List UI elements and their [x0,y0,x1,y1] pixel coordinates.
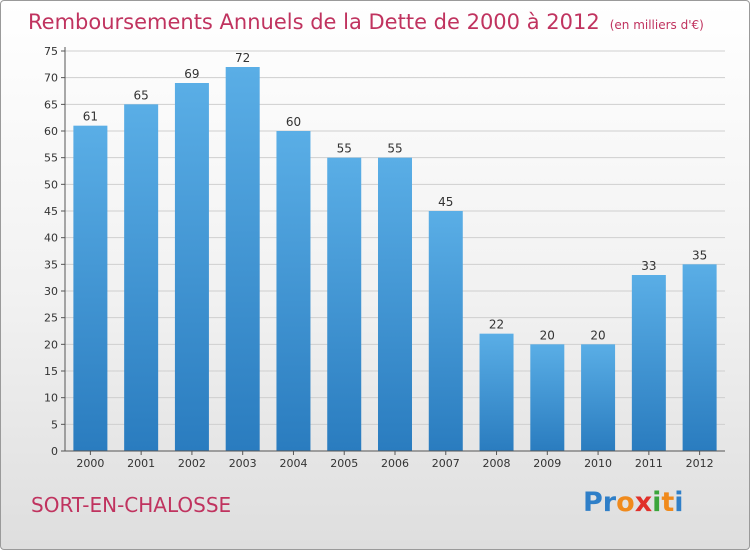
data-label-2008: 22 [489,318,504,332]
data-label-2012: 35 [692,248,707,262]
y-tick-label: 15 [44,365,58,378]
x-tick-label: 2005 [330,457,358,470]
bar-2007 [428,211,463,451]
logo-letter: i [674,487,684,518]
bar-2006 [378,157,412,451]
data-label-2000: 61 [83,110,98,124]
x-tick-label: 2004 [279,457,307,470]
y-tick-label: 60 [44,125,58,138]
x-tick-label: 2000 [76,457,104,470]
y-tick-label: 35 [44,258,58,271]
x-tick-label: 2002 [178,457,206,470]
bar-2012 [682,264,717,451]
data-label-2009: 20 [540,328,555,342]
logo-letter: r [602,487,617,518]
logo-letter: o [616,487,635,518]
y-tick-label: 50 [44,178,58,191]
data-label-2001: 65 [134,88,149,102]
bar-2000 [73,125,108,452]
x-tick-label: 2003 [229,457,257,470]
bar-2005 [327,157,362,451]
y-tick-label: 25 [44,312,58,325]
data-label-2005: 55 [337,142,352,156]
data-label-2011: 33 [641,259,656,273]
x-axis-ticks: 2000 2001 2002 2003 2004 2005 2006 2007 2008 2009… [76,451,714,470]
bar-2008 [479,333,514,451]
data-label-2003: 72 [235,51,250,65]
x-tick-label: 2001 [127,457,155,470]
y-tick-label: 0 [51,445,58,458]
bar-2004 [276,131,311,451]
bar-2011 [631,275,666,451]
x-tick-label: 2012 [686,457,714,470]
place-name: SORT-EN-CHALOSSE [31,493,232,517]
y-tick-label: 10 [44,392,58,405]
logo-letter: i [652,487,662,518]
y-tick-label: 65 [44,98,58,111]
bar-2001 [124,104,159,451]
data-labels: 61 65 69 72 60 55 55 45 22 20 20 33 35 [83,51,708,342]
chart-unit-note: (en milliers d'€) [609,18,704,32]
x-tick-label: 2010 [584,457,612,470]
bar-2009 [530,344,565,451]
y-tick-label: 45 [44,205,58,218]
bar-2010 [581,344,616,451]
logo-letter: P [583,487,603,518]
data-label-2010: 20 [590,328,605,342]
y-tick-label: 5 [51,418,58,431]
data-label-2006: 55 [387,142,402,156]
x-tick-label: 2009 [533,457,561,470]
y-tick-label: 40 [44,232,58,245]
data-label-2002: 69 [184,67,199,81]
bar-2003 [225,67,260,451]
y-tick-label: 55 [44,152,58,165]
y-tick-label: 30 [44,285,58,298]
data-label-2004: 60 [286,115,301,129]
logo-letter: t [661,487,675,518]
chart-title-line: Remboursements Annuels de la Dette de 20… [28,7,704,40]
bar-2002 [174,83,209,451]
y-tick-label: 70 [44,72,58,85]
y-axis-ticks: 0 5 10 15 20 25 30 35 40 45 50 55 60 65 70 75 [44,45,65,458]
x-tick-label: 2008 [483,457,511,470]
y-tick-label: 20 [44,338,58,351]
x-tick-label: 2007 [432,457,460,470]
chart-title: Remboursements Annuels de la Dette de 20… [28,10,600,34]
x-tick-label: 2011 [635,457,663,470]
logo-letter: x [634,487,653,518]
x-tick-label: 2006 [381,457,409,470]
y-tick-label: 75 [44,45,58,58]
proxiti-logo: Proxiti [583,487,684,518]
data-label-2007: 45 [438,195,453,209]
bars [73,67,717,452]
